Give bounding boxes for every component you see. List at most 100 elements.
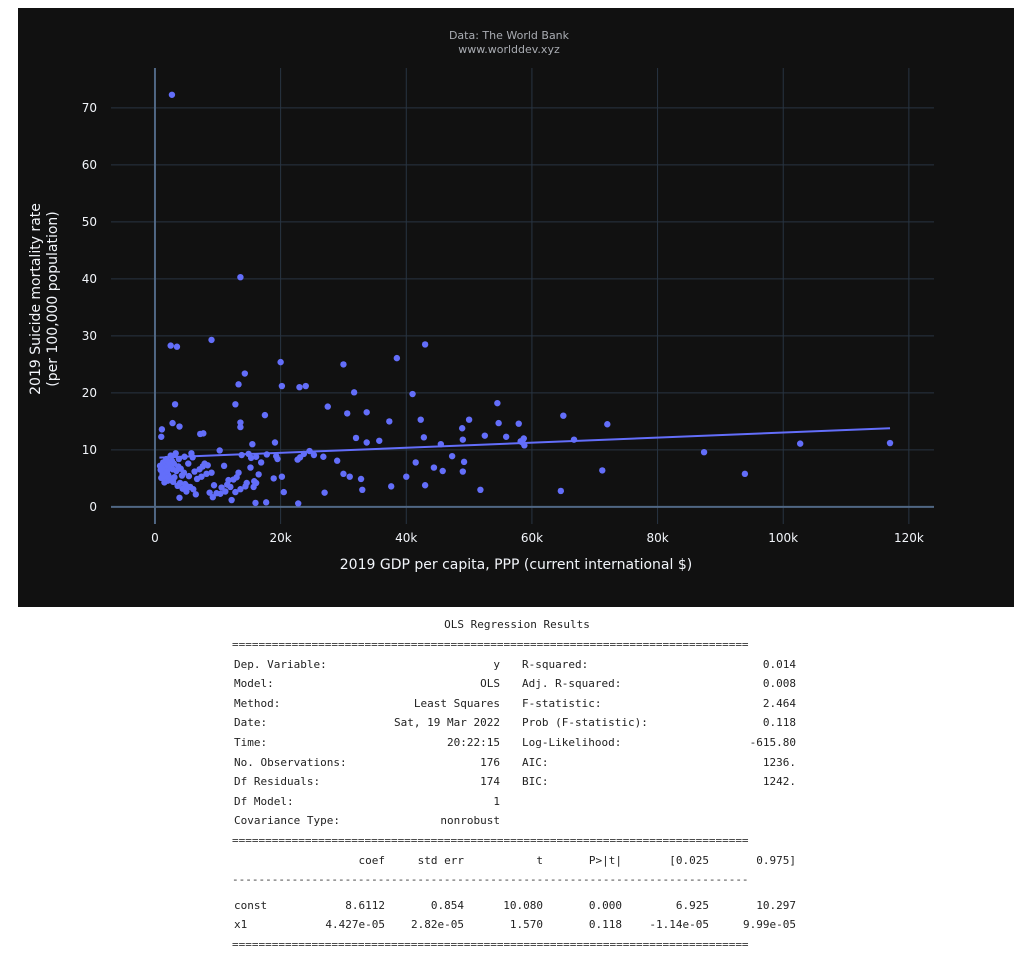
data-point xyxy=(557,487,565,495)
summary-row: Method: Least Squares F-statistic: 2.464 xyxy=(232,697,802,717)
y-axis-title-line2: (per 100,000 population) xyxy=(45,211,61,386)
data-point xyxy=(232,488,239,496)
y-tick-label: 70 xyxy=(82,101,97,115)
summary-label: Df Model: xyxy=(234,794,294,808)
data-point xyxy=(249,441,256,448)
data-point xyxy=(216,447,223,454)
summary-value: 20:22:15 xyxy=(447,735,500,749)
data-point xyxy=(262,499,270,506)
data-point xyxy=(459,468,467,475)
x-tick-label: 40k xyxy=(395,531,417,545)
chart-panel: 0 20k 40k 60k 80k 100k 120k 0 10 20 30 40 50 60 70 Da… xyxy=(18,8,1014,607)
data-point xyxy=(224,481,231,488)
data-point xyxy=(448,452,456,460)
y-axis-title-line1: 2019 Suicide mortality rate xyxy=(28,203,44,395)
data-point xyxy=(257,459,265,466)
summary-label: Prob (F-statistic): xyxy=(522,716,648,730)
summary-row: Df Model: 1 xyxy=(232,795,802,815)
summary-value: OLS xyxy=(480,677,500,691)
data-point xyxy=(363,409,370,416)
data-point xyxy=(393,354,401,362)
coef-cell: 0.118 xyxy=(588,918,622,932)
summary-label: Adj. R-squared: xyxy=(522,677,622,691)
data-point xyxy=(352,434,360,442)
data-point xyxy=(477,486,484,493)
data-point xyxy=(237,486,244,493)
x-tick-labels: 0 20k 40k 60k 80k 100k 120k xyxy=(151,531,924,545)
coef-cell: 8.6112 xyxy=(345,898,385,912)
data-point xyxy=(340,470,347,478)
summary-value: 1236. xyxy=(762,755,796,769)
data-point xyxy=(208,469,215,476)
x-tick-label: 60k xyxy=(521,531,543,545)
summary-row: Model: OLS Adj. R-squared: 0.008 xyxy=(232,677,802,697)
data-point xyxy=(191,468,198,475)
data-point xyxy=(340,361,347,368)
data-point xyxy=(363,439,370,446)
data-point xyxy=(421,341,429,348)
data-point xyxy=(232,401,239,408)
data-point xyxy=(237,419,244,426)
summary-value: 0.008 xyxy=(762,677,796,691)
summary-value: 1242. xyxy=(762,775,796,789)
coef-cell: 6.925 xyxy=(675,898,709,912)
data-point xyxy=(200,430,207,437)
coef-header-cell: [0.025 xyxy=(669,853,709,867)
summary-label: Df Residuals: xyxy=(234,775,321,789)
summary-value: 176 xyxy=(480,755,500,769)
grid-layer xyxy=(111,68,934,524)
data-point xyxy=(494,399,501,407)
data-point xyxy=(251,478,258,485)
data-point xyxy=(376,437,383,444)
data-point xyxy=(242,483,249,490)
coef-cell: -1.14e-05 xyxy=(649,918,709,932)
data-point xyxy=(277,358,284,366)
data-point xyxy=(167,342,174,349)
data-point xyxy=(174,482,181,490)
data-point xyxy=(741,470,749,478)
data-point xyxy=(403,473,410,480)
data-point xyxy=(271,439,279,446)
data-point xyxy=(206,489,213,496)
x-tick-label: 100k xyxy=(768,531,798,545)
data-point xyxy=(176,423,183,430)
coef-header-row: coef std err t P>|t| [0.025 0.975] xyxy=(232,854,802,874)
data-point xyxy=(228,496,235,504)
data-point xyxy=(196,466,203,473)
data-point xyxy=(386,418,393,425)
data-point xyxy=(604,421,611,428)
coef-cell: 10.297 xyxy=(756,898,796,912)
y-tick-label: 50 xyxy=(82,215,97,229)
data-point xyxy=(296,384,303,391)
data-point xyxy=(599,467,606,474)
data-point xyxy=(495,419,502,427)
data-point xyxy=(209,494,216,501)
x-tick-label: 120k xyxy=(894,531,924,545)
y-tick-label: 0 xyxy=(89,500,97,514)
data-point xyxy=(252,453,260,460)
data-point xyxy=(302,382,309,390)
coef-header-cell: std err xyxy=(417,853,464,867)
data-point xyxy=(169,419,176,427)
coef-row-label: const xyxy=(234,898,268,912)
trendline xyxy=(159,427,891,459)
data-point xyxy=(261,411,269,419)
data-point xyxy=(458,425,466,432)
data-point xyxy=(230,476,237,483)
summary-label: R-squared: xyxy=(522,657,589,671)
summary-label: Model: xyxy=(234,677,274,691)
scatter-chart: 0 20k 40k 60k 80k 100k 120k 0 10 20 30 40 50 60 70 Da… xyxy=(28,29,934,573)
summary-label: Log-Likelihood: xyxy=(522,735,622,749)
summary-value: 2.464 xyxy=(762,696,796,710)
data-point xyxy=(220,462,228,470)
data-point xyxy=(168,91,176,98)
data-point xyxy=(273,452,280,460)
data-point xyxy=(278,382,286,390)
summary-label: Time: xyxy=(234,735,268,749)
data-point xyxy=(237,273,244,281)
data-point xyxy=(359,486,366,493)
summary-label: AIC: xyxy=(522,755,549,769)
data-point xyxy=(185,460,192,467)
data-point xyxy=(460,458,468,466)
data-point xyxy=(250,483,257,491)
